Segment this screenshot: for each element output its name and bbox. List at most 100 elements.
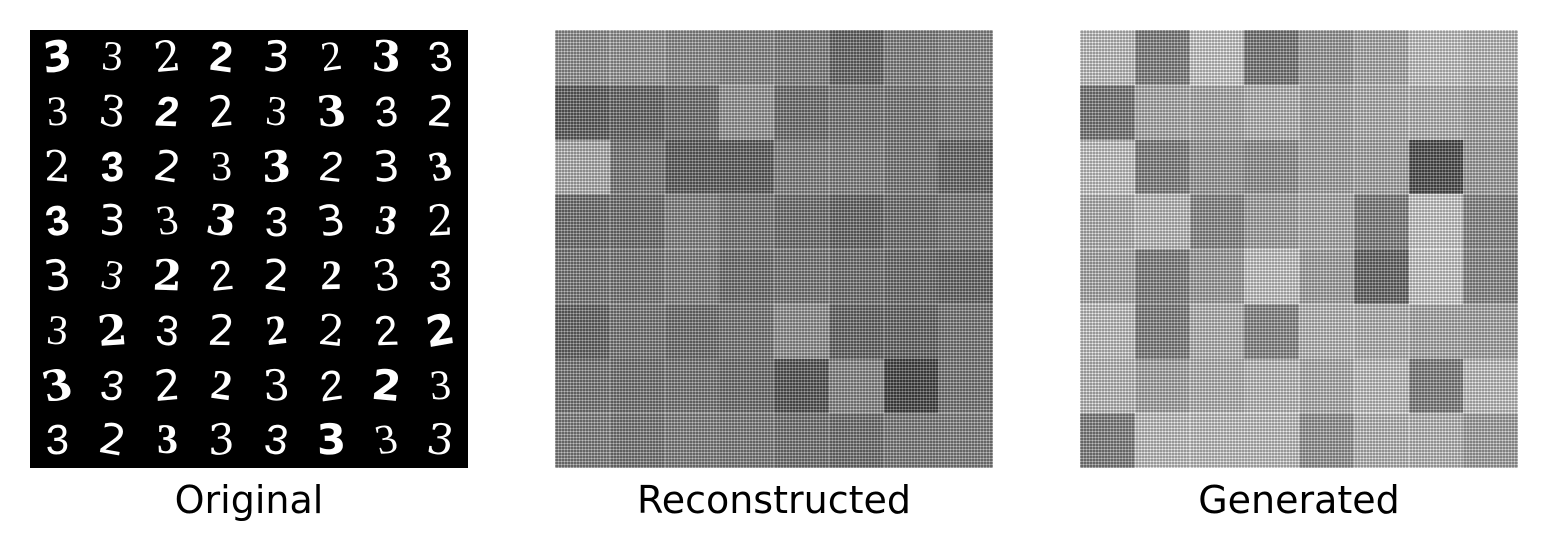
reconstructed-tile (938, 413, 993, 468)
digit-cell: 2 (368, 359, 404, 412)
digit-cell: 3 (368, 249, 403, 303)
digit-cell: 2 (319, 253, 343, 300)
reconstructed-tile (774, 139, 829, 195)
reconstructed-tile (555, 194, 610, 249)
digit-cell: 3 (96, 252, 129, 301)
reconstructed-tile (774, 30, 829, 85)
reconstructed-tile (664, 84, 720, 140)
digit-cell: 3 (315, 415, 347, 465)
digit-cell: 3 (264, 197, 289, 245)
generated-tile (1080, 249, 1135, 304)
reconstructed-tile (774, 358, 829, 414)
digit-cell: 3 (98, 195, 126, 247)
reconstructed-tile (938, 30, 993, 85)
reconstructed-tile (719, 303, 774, 359)
generated-tile (1080, 413, 1135, 468)
digit-cell: 2 (316, 304, 347, 357)
reconstructed-tile (609, 194, 665, 249)
reconstructed-tile (664, 139, 720, 195)
digit-cell: 3 (42, 195, 73, 247)
reconstructed-tile (938, 84, 993, 140)
digit-cell: 2 (316, 141, 347, 191)
digit-cell: 3 (96, 84, 129, 139)
reconstructed-tile (664, 249, 720, 304)
generated-tile (1463, 139, 1518, 195)
digit-cell: 2 (262, 249, 291, 303)
generated-tile (1244, 249, 1299, 304)
reconstructed-tile (828, 84, 884, 140)
digit-cell: 2 (149, 140, 184, 193)
digit-cell: 2 (150, 31, 183, 83)
generated-tile (1353, 30, 1409, 85)
digit-cell: 3 (371, 197, 401, 246)
generated-tile (1353, 358, 1409, 414)
reconstructed-tile (609, 30, 665, 85)
reconstructed-tile (609, 303, 665, 359)
digit-cell: 2 (208, 361, 235, 411)
reconstructed-tile (938, 249, 993, 304)
reconstructed-tile (883, 84, 939, 140)
reconstructed-tile (609, 249, 665, 304)
digit-cell: 3 (45, 415, 70, 465)
generated-tile (1134, 303, 1190, 359)
digit-cell: 3 (153, 305, 181, 356)
digit-cell: 2 (208, 31, 235, 82)
reconstructed-tile (774, 413, 829, 468)
reconstructed-tile (719, 30, 774, 85)
digit-cell: 3 (370, 31, 402, 83)
reconstructed-tile (828, 30, 884, 85)
reconstructed-tile (555, 139, 610, 195)
reconstructed-tile (664, 30, 720, 85)
generated-tile (1189, 249, 1245, 304)
reconstructed-tile (719, 84, 774, 140)
generated-tile (1189, 358, 1245, 414)
generated-tile (1080, 84, 1135, 140)
reconstructed-tile (609, 413, 665, 468)
generated-tile (1299, 139, 1354, 195)
generated-tile (1299, 249, 1354, 304)
digit-cell: 3 (210, 143, 233, 191)
reconstructed-tile (555, 84, 610, 140)
digit-cell: 3 (261, 360, 292, 410)
generated-tile (1134, 249, 1190, 304)
generated-tile (1353, 84, 1409, 140)
generated-tile (1463, 303, 1518, 359)
generated-tile (1080, 30, 1135, 85)
generated-tile (1080, 194, 1135, 249)
reconstructed-tile (774, 303, 829, 359)
digit-cell: 3 (207, 414, 236, 467)
digit-cell: 3 (263, 87, 290, 137)
digit-cell: 2 (317, 360, 345, 411)
digit-cell: 2 (151, 250, 183, 301)
generated-tile (1134, 30, 1190, 85)
digit-cell: 3 (100, 142, 125, 191)
reconstructed-tile (664, 358, 720, 414)
digit-cell: 3 (261, 32, 292, 82)
generated-tile (1299, 194, 1354, 249)
digit-cell: 2 (263, 306, 290, 356)
reconstructed-tile (828, 358, 884, 414)
reconstructed-tile (774, 84, 829, 140)
digit-cell: 3 (155, 417, 178, 465)
reconstructed-tile (828, 303, 884, 359)
reconstructed-tile-grid (555, 30, 993, 468)
digit-cell: 2 (152, 359, 182, 412)
reconstructed-tile (664, 303, 720, 359)
generated-tile (1299, 84, 1354, 140)
reconstructed-tile (609, 84, 665, 140)
generated-tile (1353, 303, 1409, 359)
digit-cell: 3 (371, 141, 401, 192)
reconstructed-tile (774, 194, 829, 249)
generated-tile (1408, 139, 1464, 195)
digit-cell: 2 (317, 33, 345, 82)
generated-tile (1134, 139, 1190, 195)
reconstructed-tile (883, 194, 939, 249)
digit-cell: 2 (426, 195, 455, 247)
reconstructed-tile (938, 303, 993, 359)
reconstructed-tile (828, 194, 884, 249)
generated-tile (1353, 139, 1409, 195)
generated-tile (1353, 194, 1409, 249)
reconstructed-tile (883, 303, 939, 359)
